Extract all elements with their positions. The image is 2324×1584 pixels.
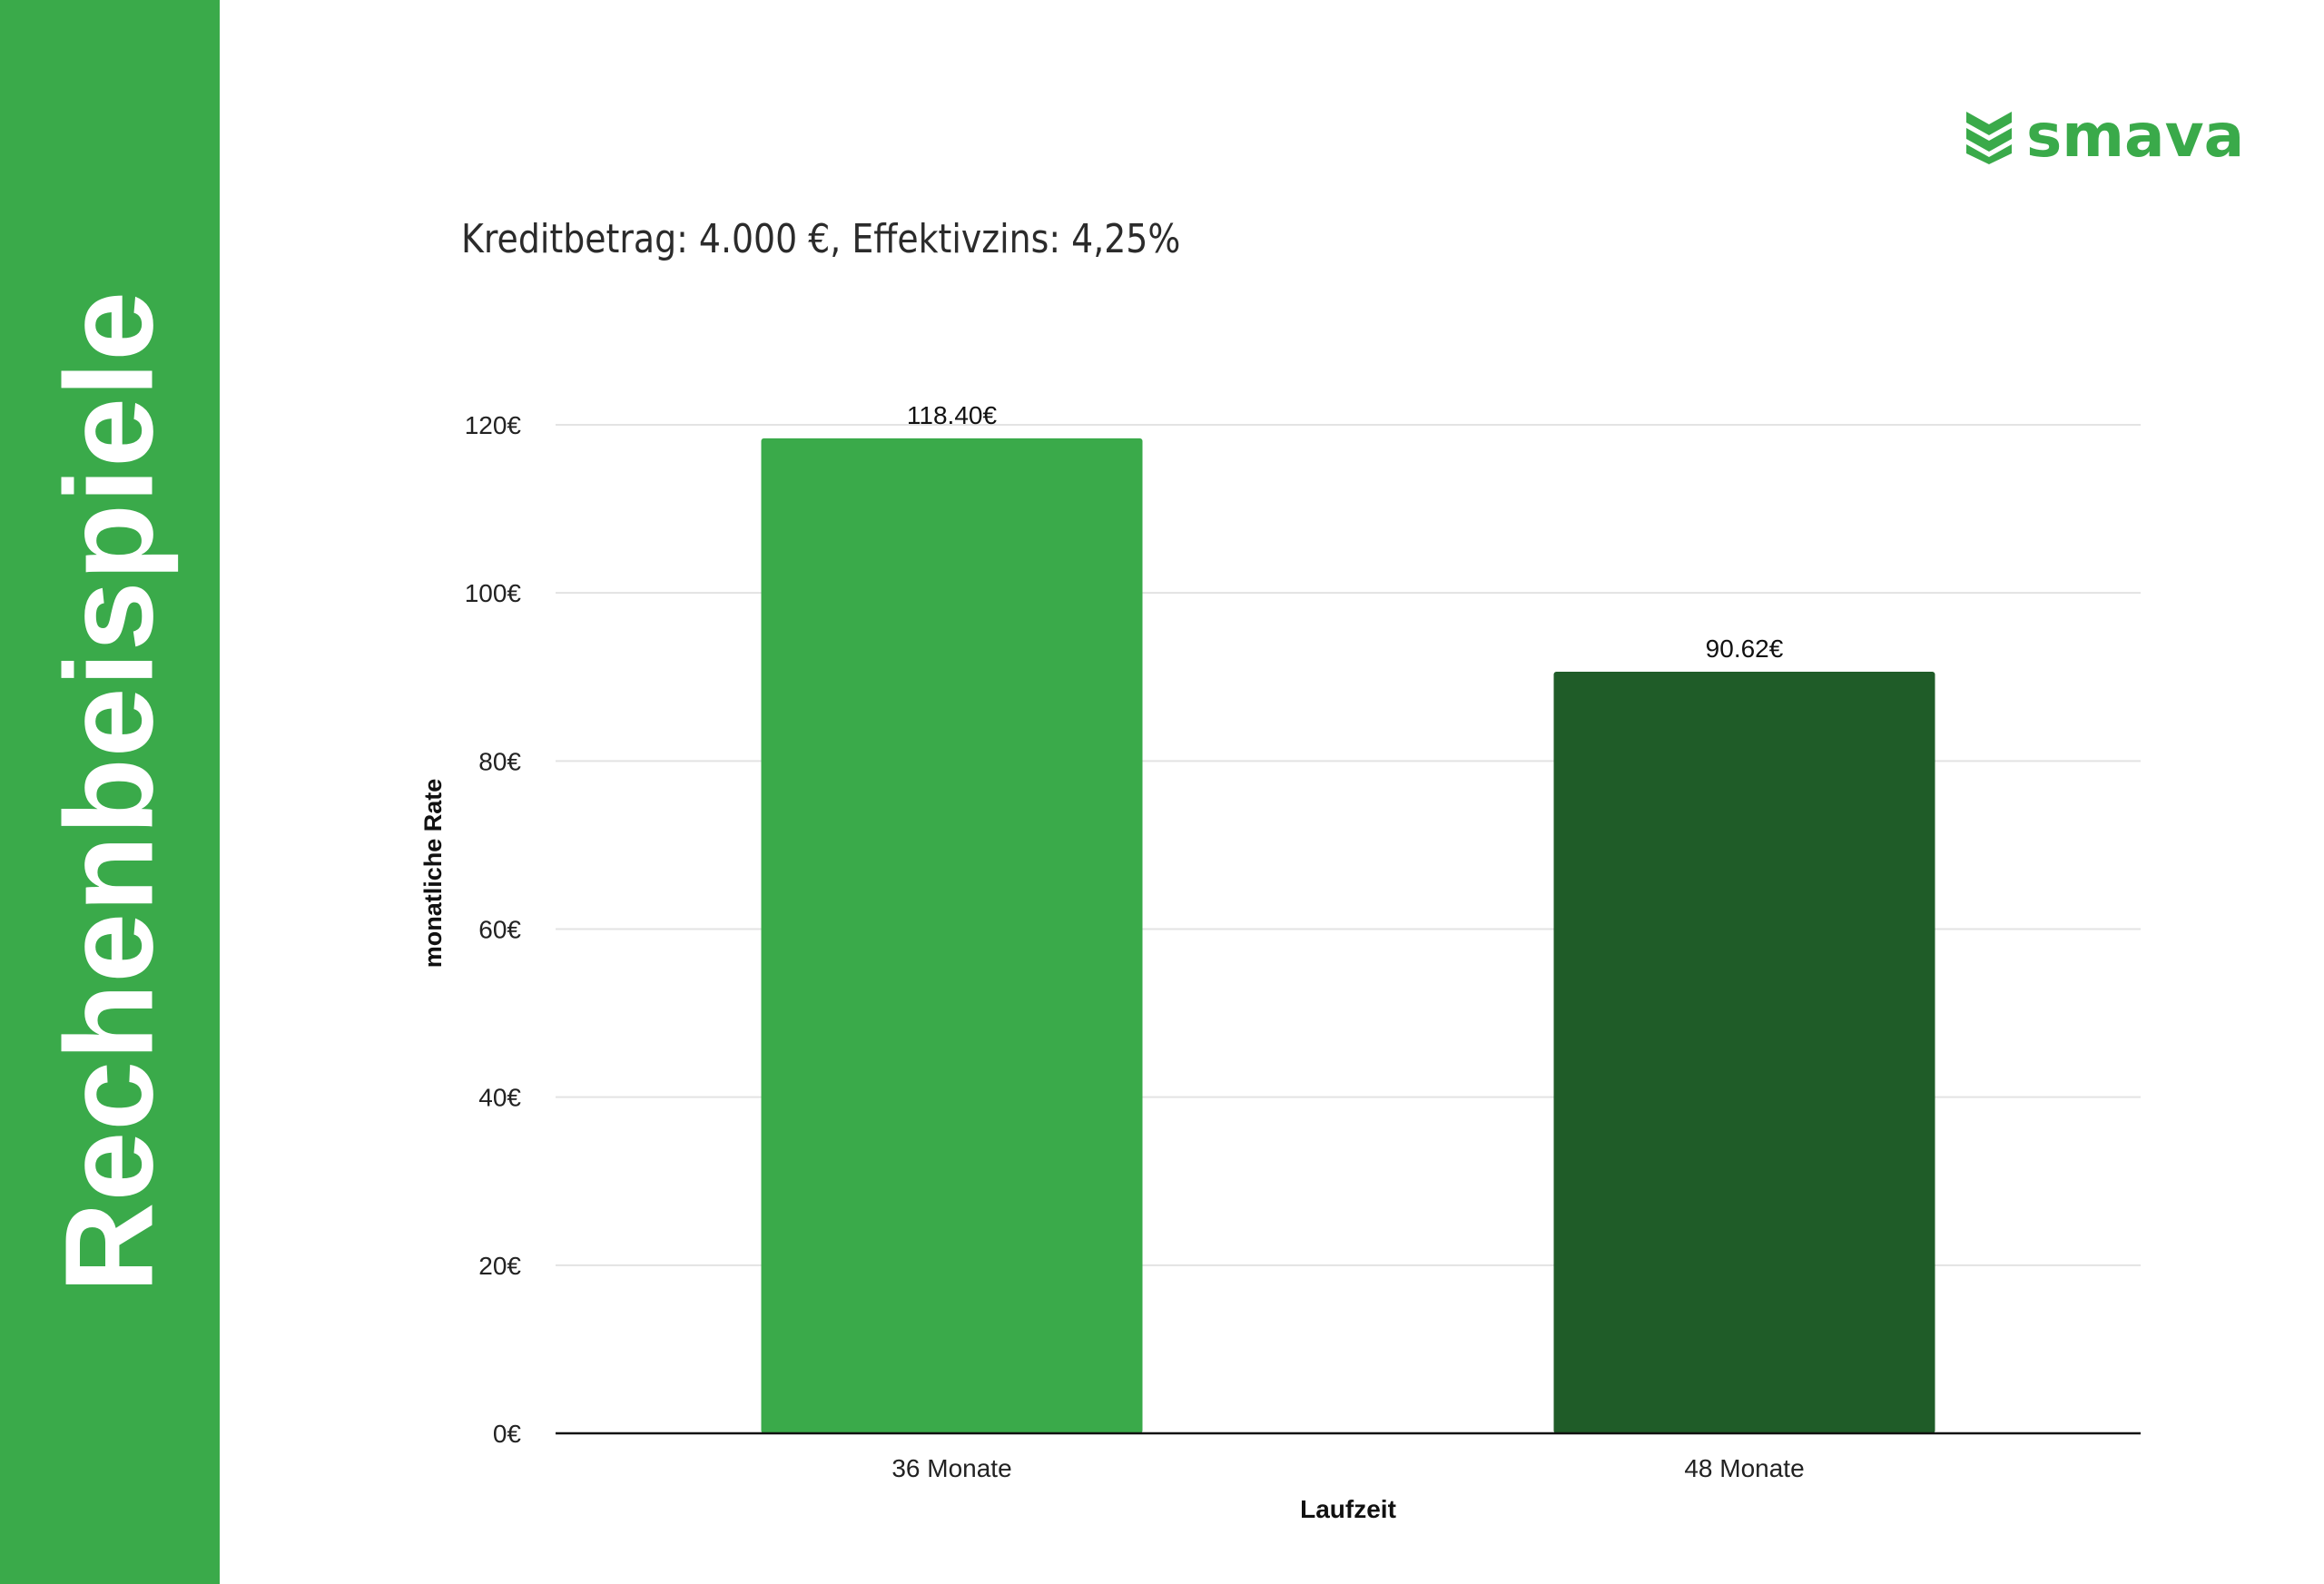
y-tick-label: 20€ [478,1252,521,1280]
labels: 0€ 20€ 40€ 60€ 80€ 100€ 120€ 118.40€ 36 Monate 90… [419,401,1805,1523]
y-axis-title: monatliche Rate [419,779,447,969]
chevron-stack-icon [1966,112,2012,164]
bar [1553,672,1935,1433]
y-tick-label: 80€ [478,747,521,775]
smava-logo: smava [1963,102,2244,171]
y-tick-label: 0€ [493,1420,522,1448]
sidebar-banner: Rechenbeispiele [0,0,220,1584]
logo-text: smava [2026,101,2245,171]
y-tick-label: 60€ [478,916,521,944]
bar [761,438,1143,1433]
bar-value-label: 118.40€ [907,401,998,429]
y-tick-label: 100€ [465,579,522,607]
x-tick-label: 36 Monate [891,1454,1011,1482]
x-tick-label: 48 Monate [1684,1454,1804,1482]
x-axis-title: Laufzeit [1300,1495,1396,1523]
bars [556,438,2141,1435]
y-tick-label: 120€ [465,411,522,439]
y-tick-label: 40€ [478,1084,521,1112]
bar-value-label: 90.62€ [1706,635,1784,663]
chart-title: Kreditbetrag: 4.000 €, Effektivzins: 4,2… [461,216,1181,262]
